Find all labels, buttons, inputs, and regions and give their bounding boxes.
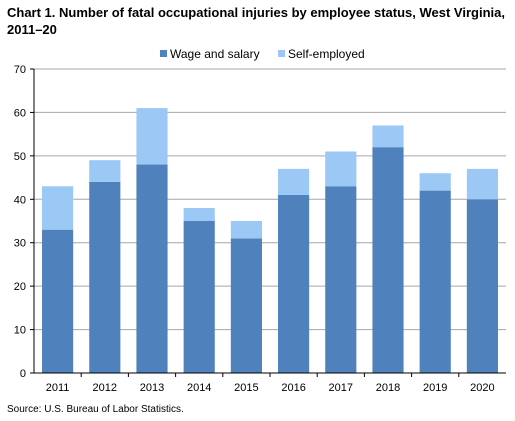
bar-wage-salary-2016 bbox=[278, 194, 310, 373]
y-tick-label: 10 bbox=[14, 325, 26, 337]
x-tick-labels: 2011 2012 2013 2014 2015 2016 2017 2018 2019 2020 bbox=[46, 382, 495, 394]
bar-wage-salary-2018 bbox=[372, 147, 404, 373]
bar-wage-salary-2014 bbox=[183, 221, 215, 373]
bar-self-employed-2013 bbox=[136, 108, 168, 165]
x-tick-label: 2012 bbox=[93, 382, 117, 394]
bar-wage-salary-2011 bbox=[42, 229, 74, 373]
bar-wage-salary-2017 bbox=[325, 186, 357, 373]
legend-label-wage-salary: Wage and salary bbox=[170, 47, 260, 61]
bar-self-employed-2015 bbox=[230, 221, 262, 239]
x-tick-label: 2016 bbox=[281, 382, 305, 394]
axes bbox=[30, 68, 506, 377]
x-tick-label: 2013 bbox=[140, 382, 164, 394]
bar-wage-salary-2012 bbox=[89, 181, 121, 373]
y-tick-label: 50 bbox=[14, 151, 26, 163]
bar-self-employed-2018 bbox=[372, 125, 404, 148]
bar-self-employed-2012 bbox=[89, 160, 121, 182]
bar-self-employed-2017 bbox=[325, 151, 357, 187]
x-tick-label: 2019 bbox=[423, 382, 447, 394]
source-note: Source: U.S. Bureau of Labor Statistics. bbox=[7, 404, 184, 415]
legend-swatch-wage-salary bbox=[160, 50, 167, 57]
legend-label-self-employed: Self-employed bbox=[288, 47, 365, 61]
bars bbox=[42, 108, 498, 373]
y-tick-label: 60 bbox=[14, 107, 26, 119]
y-tick-label: 0 bbox=[20, 368, 26, 380]
bar-self-employed-2020 bbox=[466, 168, 498, 200]
bar-wage-salary-2020 bbox=[466, 199, 498, 373]
bar-self-employed-2011 bbox=[42, 186, 74, 230]
legend-swatch-self-employed bbox=[278, 50, 285, 57]
legend: Wage and salary Self-employed bbox=[160, 47, 365, 61]
x-tick-label: 2014 bbox=[187, 382, 211, 394]
y-tick-label: 70 bbox=[14, 64, 26, 76]
x-tick-label: 2015 bbox=[234, 382, 258, 394]
x-tick-label: 2018 bbox=[376, 382, 400, 394]
bar-wage-salary-2015 bbox=[230, 238, 262, 373]
x-tick-label: 2020 bbox=[470, 382, 494, 394]
chart-title: Chart 1. Number of fatal occupational in… bbox=[7, 5, 505, 37]
y-tick-label: 20 bbox=[14, 281, 26, 293]
y-tick-label: 30 bbox=[14, 238, 26, 250]
y-tick-labels: 0 10 20 30 40 50 60 70 bbox=[14, 64, 26, 380]
x-tick-label: 2017 bbox=[329, 382, 353, 394]
x-tick-label: 2011 bbox=[46, 382, 70, 394]
bar-self-employed-2016 bbox=[278, 168, 310, 195]
bar-self-employed-2014 bbox=[183, 207, 215, 221]
y-tick-label: 40 bbox=[14, 194, 26, 206]
bar-wage-salary-2019 bbox=[419, 190, 451, 373]
bar-wage-salary-2013 bbox=[136, 164, 168, 373]
bar-self-employed-2019 bbox=[419, 173, 451, 191]
